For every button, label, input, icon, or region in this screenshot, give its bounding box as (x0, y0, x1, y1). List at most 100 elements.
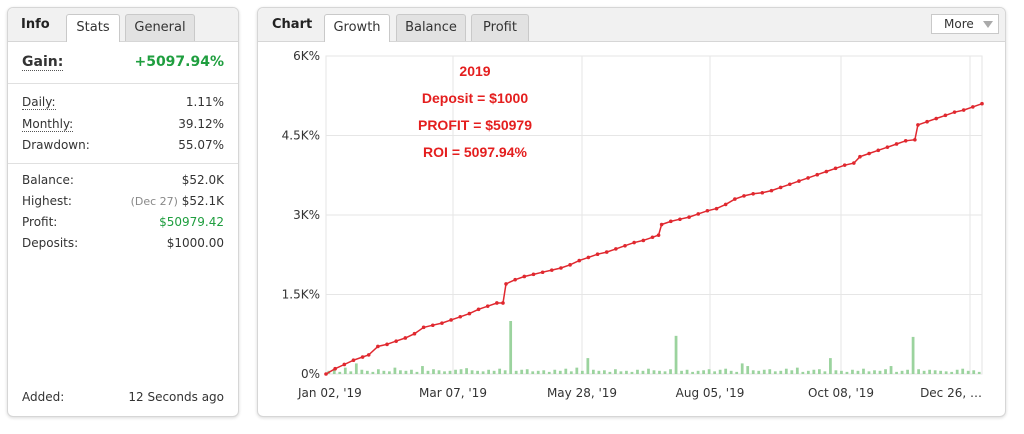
data-point (351, 358, 356, 363)
data-point (513, 277, 517, 282)
more-label: More (944, 17, 974, 31)
daily-value: 1.11% (185, 95, 224, 109)
drawdown-value: 55.07% (178, 138, 224, 152)
bar (762, 369, 766, 374)
bar (961, 368, 965, 374)
bar (740, 363, 744, 374)
deposits-label: Deposits: (22, 236, 79, 250)
bar (360, 369, 364, 374)
bar (514, 370, 518, 374)
data-point (577, 258, 582, 263)
data-point (867, 151, 871, 156)
data-point (723, 202, 728, 207)
highest-value-group: (Dec 27) $52.1K (131, 194, 224, 208)
x-tick-label: Mar 07, '19 (419, 386, 487, 400)
bar (729, 370, 733, 374)
monthly-value: 39.12% (178, 117, 224, 131)
bar (575, 367, 579, 374)
data-point (440, 321, 444, 325)
data-point (531, 272, 536, 277)
bar (823, 371, 827, 374)
data-point (632, 240, 636, 245)
growth-chart: 0% 1.5K% 3K% 4.5K% 6K% Jan 02, '19 Mar 07, '1… (282, 49, 984, 400)
bar (481, 371, 485, 374)
divider (8, 163, 238, 164)
x-tick-label: Aug 05, '19 (676, 386, 745, 400)
data-point (485, 304, 490, 308)
bar (343, 367, 347, 374)
highest-value: $52.1K (181, 194, 224, 208)
bar (900, 370, 904, 374)
bar (845, 371, 849, 374)
drawdown-label: Drawdown: (22, 138, 90, 152)
bar (597, 370, 601, 374)
data-point (568, 263, 572, 267)
data-point (852, 161, 856, 165)
balance-row: Balance: $52.0K (22, 173, 224, 191)
growth-line (325, 102, 983, 375)
data-point (714, 206, 719, 211)
chart-annotation: 2019 Deposit = $1000 PROFIT = $50979 ROI = … (418, 63, 532, 160)
gain-value: +5097.94% (134, 54, 224, 70)
data-point (421, 325, 426, 330)
bar (713, 371, 717, 374)
bar (707, 369, 711, 374)
daily-label: Daily: (22, 95, 56, 110)
data-point (366, 353, 371, 357)
annotation-line: Deposit = $1000 (422, 90, 528, 106)
tab-stats[interactable]: Stats (66, 14, 120, 42)
data-point (760, 190, 765, 195)
data-point (778, 185, 783, 190)
data-point (650, 235, 655, 240)
bar (492, 370, 496, 374)
monthly-row: Monthly: 39.12% (22, 117, 224, 135)
bar (503, 370, 507, 374)
data-point (403, 336, 408, 340)
bar (448, 370, 452, 374)
data-point (495, 301, 499, 305)
bar (685, 369, 689, 374)
tab-growth[interactable]: Growth (324, 14, 390, 42)
x-tick-label: Jan 02, '19 (297, 386, 362, 400)
bar (399, 370, 402, 374)
bar (426, 370, 430, 374)
bar (525, 369, 529, 374)
data-point (705, 208, 710, 213)
data-point (394, 339, 398, 343)
data-point (943, 113, 948, 118)
added-row: Added: 12 Seconds ago (22, 390, 224, 408)
bar (421, 366, 424, 374)
y-tick-label: 1.5K% (282, 288, 320, 302)
tab-profit[interactable]: Profit (471, 14, 529, 41)
y-tick-label: 3K% (293, 208, 320, 222)
bar (338, 371, 342, 374)
data-point (656, 233, 661, 237)
bar (751, 370, 755, 374)
info-title: Info (21, 17, 50, 32)
bar (443, 371, 446, 374)
bar (652, 370, 656, 374)
y-tick-label: 4.5K% (282, 129, 320, 143)
bar (856, 370, 860, 374)
data-point (894, 142, 899, 146)
bar (928, 369, 932, 374)
more-dropdown[interactable]: More (931, 14, 999, 34)
data-point (549, 268, 554, 272)
data-point (833, 166, 838, 171)
bar (884, 369, 887, 374)
bar (365, 370, 369, 374)
bar (630, 371, 634, 374)
bar (669, 369, 672, 374)
chevron-down-icon (983, 21, 993, 28)
bar (487, 369, 490, 374)
tab-general[interactable]: General (125, 14, 195, 41)
tab-balance[interactable]: Balance (396, 14, 466, 41)
added-label: Added: (22, 390, 65, 404)
bar (806, 370, 810, 374)
bar (542, 370, 546, 374)
bar (636, 369, 639, 374)
data-point (412, 331, 417, 336)
data-point (797, 179, 801, 183)
data-point (769, 188, 774, 193)
bar (895, 371, 898, 374)
